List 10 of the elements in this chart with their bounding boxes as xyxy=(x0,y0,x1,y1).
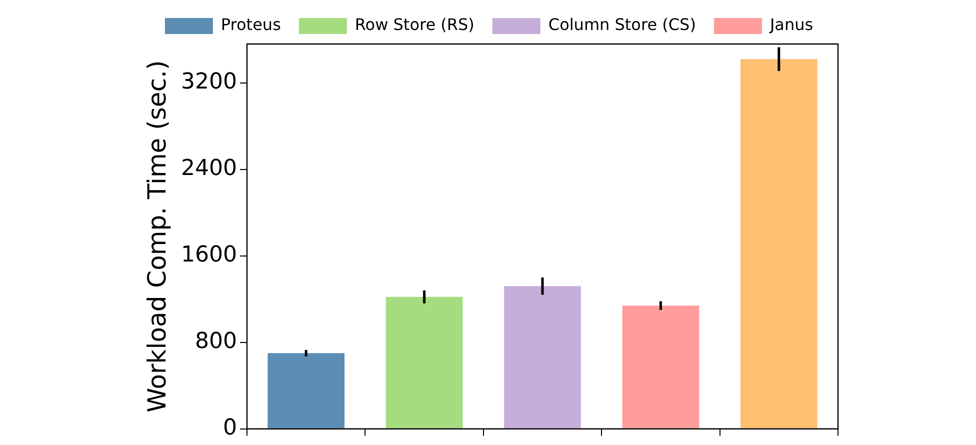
y-tick-label: 1600 xyxy=(180,242,237,268)
y-tick-label: 800 xyxy=(194,329,237,354)
legend-label: Janus xyxy=(768,15,814,34)
legend-label: Row Store (RS) xyxy=(354,15,474,34)
y-tick-label: 3200 xyxy=(180,70,237,95)
y-tick-label: 0 xyxy=(222,416,237,441)
y-axis-title: Workload Comp. Time (sec.) xyxy=(142,60,172,413)
y-tick-label: 2400 xyxy=(180,156,237,182)
legend-label: Proteus xyxy=(220,15,281,34)
legend-label: Column Store (CS) xyxy=(548,15,696,34)
